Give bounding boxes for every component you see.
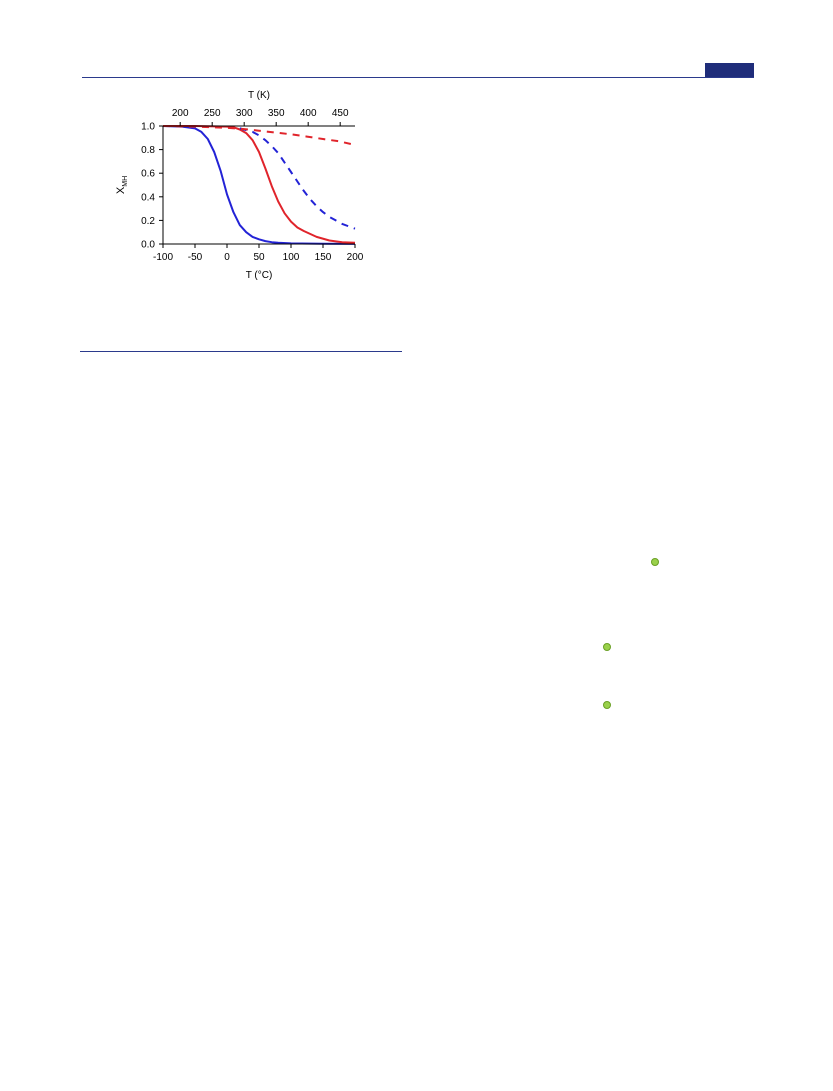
x2-tick-label: 400 [300,108,317,119]
y-tick-label: 0.4 [141,192,155,203]
header-tab [705,63,754,78]
header-rule [82,77,754,78]
chart-axes [162,125,355,245]
plot-area [162,125,356,245]
x-tick-label: -50 [188,252,203,263]
y-tick-label: 0.6 [141,169,155,180]
y-tick-label: 0.8 [141,145,155,156]
x2-tick-label: 450 [332,108,349,119]
x2-tick-label: 250 [204,108,221,119]
green-dot-icon[interactable] [603,643,611,651]
series-line-3 [162,125,356,146]
y-tick-label: 1.0 [141,122,155,133]
chart-figure: -100 -50 0 50 100 150 200 0.0 0.2 0.4 0.6 0.8 1.0 200… [100,86,380,286]
x-tick-label: -100 [153,252,173,263]
green-dot-icon[interactable] [651,558,659,566]
series-line-0 [162,125,356,245]
x2-tick-label: 350 [268,108,285,119]
y-tick-label: 0.2 [141,216,155,227]
green-dot-icon[interactable] [603,701,611,709]
chart-ticks: -100 -50 0 50 100 150 200 0.0 0.2 0.4 0.6 0.8 1.0 200… [141,108,364,263]
x-tick-label: 50 [253,252,265,263]
y-axis-title: XMH [115,176,129,194]
x-tick-label: 200 [347,252,364,263]
chart-svg: -100 -50 0 50 100 150 200 0.0 0.2 0.4 0.6 0.8 1.0 200… [115,90,364,281]
series-line-2 [239,127,356,230]
section-divider [80,351,402,352]
x2-tick-label: 200 [172,108,189,119]
x2-axis-title: T (K) [248,90,270,101]
x2-tick-label: 300 [236,108,253,119]
series-line-1 [163,125,356,244]
x-axis-title: T (°C) [246,270,273,281]
x-tick-label: 150 [315,252,332,263]
x-tick-label: 0 [224,252,230,263]
x-tick-label: 100 [283,252,300,263]
y-tick-label: 0.0 [141,240,155,251]
